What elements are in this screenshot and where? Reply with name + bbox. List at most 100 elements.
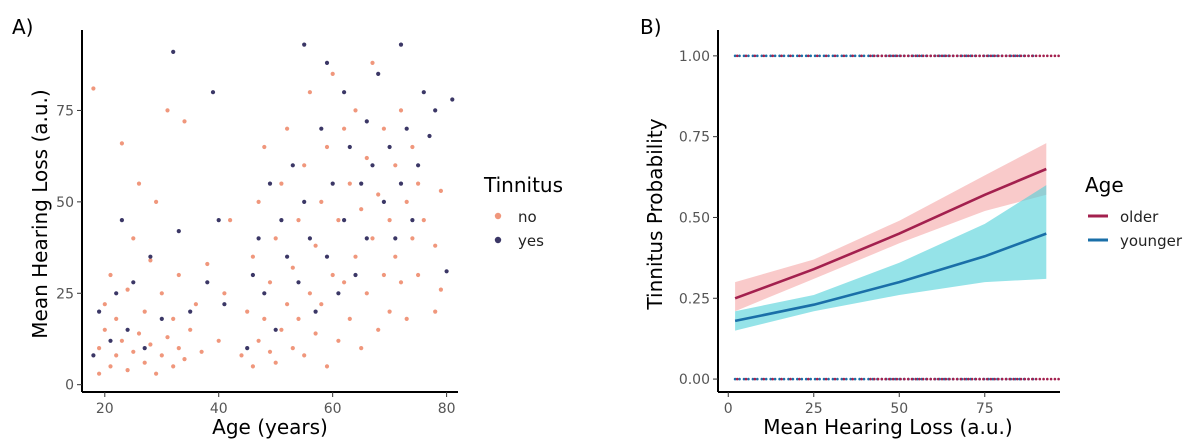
panel-b-rug-point-older xyxy=(989,377,993,381)
panel-b-rug-point-older xyxy=(929,54,932,58)
panel-a-point-yes xyxy=(262,291,267,296)
panel-b-rug-point-older xyxy=(780,54,783,58)
panel-a-point-yes xyxy=(97,309,102,314)
panel-a-point-yes xyxy=(210,90,216,95)
panel-a-point-no xyxy=(273,236,278,241)
panel-b-rug-point-older xyxy=(952,377,955,381)
panel-a-y-tick-label: 75 xyxy=(56,103,74,119)
panel-a-point-no xyxy=(119,338,124,343)
panel-b-rug-point-older xyxy=(1008,54,1011,58)
panel-a-point-no xyxy=(313,243,318,248)
panel-a-point-yes xyxy=(324,60,330,65)
panel-b-rug-point-older xyxy=(899,54,902,58)
panel-a-point-no xyxy=(154,371,159,376)
panel-a-point-yes xyxy=(307,236,312,241)
panel-a-point-no xyxy=(353,108,358,113)
panel-a-point-yes xyxy=(216,218,221,223)
panel-a-point-no xyxy=(290,346,295,351)
panel-b-rug-point-older xyxy=(895,54,899,58)
panel-b-y-tick-label: 0.25 xyxy=(679,291,710,307)
panel-b-rug-point-older xyxy=(910,377,914,381)
panel-b-rug-point-older xyxy=(993,377,996,381)
panel-a-point-yes xyxy=(267,181,273,186)
panel-b-rug-point-older xyxy=(963,377,966,381)
panel-b-rug-point-older xyxy=(1019,54,1023,58)
panel-a-point-no xyxy=(119,141,124,146)
panel-a-point-no xyxy=(342,126,347,131)
panel-b-rug-point-older xyxy=(762,54,766,58)
panel-a-point-yes xyxy=(273,327,278,332)
panel-b-rug-point-younger xyxy=(791,377,795,381)
panel-a-point-no xyxy=(364,291,369,296)
panel-a-point-no xyxy=(154,199,159,204)
panel-b-rug-point-older xyxy=(873,377,876,381)
panel-b-rug-point-older xyxy=(824,377,828,381)
panel-a-x-tick-label: 60 xyxy=(324,401,342,417)
panel-b-rug-point-older xyxy=(974,54,978,58)
panel-b-rug-point-older xyxy=(880,54,884,58)
panel-b-rug-point-younger xyxy=(782,377,786,381)
panel-b-x-tick-label: 25 xyxy=(805,401,823,417)
panel-b-rug-point-younger xyxy=(787,54,790,58)
panel-b-rug-point-younger xyxy=(858,377,861,381)
panel-a-point-yes xyxy=(279,218,284,223)
panel-b-rug-point-younger xyxy=(747,377,750,381)
panel-a-point-no xyxy=(165,108,170,113)
panel-b-rug-point-older xyxy=(780,377,783,381)
panel-a-point-no xyxy=(387,309,392,314)
panel-b-rug-point-younger xyxy=(840,377,844,381)
panel-b-rug-point-older xyxy=(1027,54,1030,58)
panel-a-point-yes xyxy=(410,218,415,223)
panel-b-rug-point-younger xyxy=(836,54,839,58)
panel-a-point-yes xyxy=(205,280,210,285)
panel-a-x-tick-label: 80 xyxy=(438,401,456,417)
panel-a-point-yes xyxy=(176,229,181,234)
panel-b-rug-point-older xyxy=(798,377,801,381)
panel-b-rug-point-younger xyxy=(862,54,866,58)
panel-b-rug-point-older xyxy=(735,377,739,381)
panel-a-point-yes xyxy=(114,291,119,296)
panel-b-y-tick-label: 0.00 xyxy=(679,372,710,388)
panel-a-point-no xyxy=(102,302,107,307)
panel-b-rug-point-older xyxy=(955,54,959,58)
panel-a-point-no xyxy=(114,316,119,321)
panel-b-rug-point-older xyxy=(1023,54,1027,58)
panel-b-rug-point-older xyxy=(807,377,810,381)
panel-b-rug-point-older xyxy=(842,377,846,381)
panel-b-y-tick-label: 0.50 xyxy=(679,210,710,226)
panel-a-point-no xyxy=(353,254,358,259)
panel-a-point-yes xyxy=(381,199,386,204)
panel-b-rug-point-younger xyxy=(831,377,835,381)
panel-b-rug-point-older xyxy=(925,54,929,58)
panel-b-rug-point-younger xyxy=(822,54,826,58)
panel-b-rug-point-younger xyxy=(800,377,804,381)
panel-b-x-tick-label: 0 xyxy=(724,401,733,417)
panel-b-y-tick-label: 1.00 xyxy=(679,49,710,65)
panel-b-rug-point-younger xyxy=(751,377,755,381)
panel-b-rug-point-younger xyxy=(809,54,812,58)
panel-a-point-no xyxy=(330,71,335,76)
panel-b-rug-point-older xyxy=(1034,377,1038,381)
panel-b-rug-point-older xyxy=(933,377,936,381)
panel-b-rug-point-older xyxy=(921,377,925,381)
panel-b-rug-point-younger xyxy=(796,377,799,381)
panel-a-point-no xyxy=(381,272,386,278)
panel-a-legend-key-no xyxy=(494,212,502,220)
panel-a-point-no xyxy=(142,309,147,314)
panel-b-rug-point-older xyxy=(933,54,936,58)
panel-b-rug-point-older xyxy=(753,377,757,381)
panel-b-rug-point-older xyxy=(925,377,929,381)
panel-a-point-yes xyxy=(427,133,432,139)
panel-a-point-yes xyxy=(393,236,398,241)
panel-a-point-yes xyxy=(125,327,130,332)
panel-a-point-no xyxy=(347,181,352,186)
panel-b-rug-point-younger xyxy=(845,377,848,381)
panel-b-rug-point-older xyxy=(735,54,739,58)
panel-a-label: A) xyxy=(12,15,33,39)
panel-a-point-no xyxy=(307,291,312,296)
panel-a-point-no xyxy=(370,236,375,241)
panel-b-rug-point-older xyxy=(744,54,748,58)
panel-b-rug-point-younger xyxy=(791,54,795,58)
panel-b-rug-point-older xyxy=(1042,54,1045,58)
panel-a-point-no xyxy=(193,302,198,307)
